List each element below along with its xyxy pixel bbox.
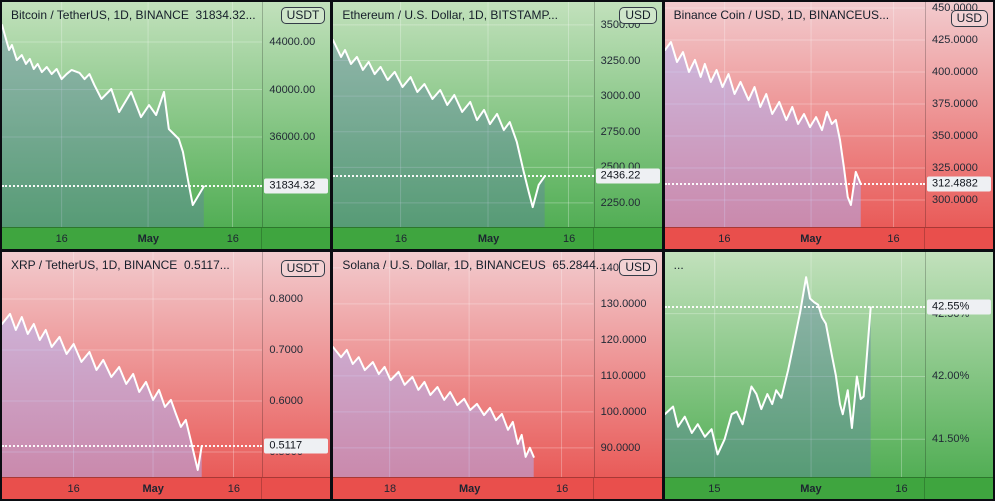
price-tick-label: 0.7000: [269, 344, 303, 356]
price-area-chart[interactable]: [2, 252, 262, 477]
price-tick-label: 110.0000: [600, 369, 646, 382]
chart-panel-bitcoin-tetherus: Bitcoin / TetherUS, 1D, BINANCE 31834.32…: [2, 2, 331, 249]
time-tick-label: May: [800, 232, 822, 245]
time-tick-label: 18: [383, 482, 397, 495]
area-fill: [333, 40, 545, 227]
price-tick-label: 36000.00: [269, 131, 316, 143]
last-price-label: 312.4882: [927, 176, 991, 192]
price-area-chart[interactable]: [333, 2, 593, 227]
currency-badge[interactable]: USD: [619, 7, 657, 24]
time-scale[interactable]: 16 May 16: [2, 477, 331, 499]
area-fill: [664, 277, 871, 477]
time-scale[interactable]: 18 May 16: [333, 477, 662, 499]
symbol-title[interactable]: Solana / U.S. Dollar, 1D, BINANCEUS 65.2…: [342, 258, 606, 272]
time-tick-label: 16: [718, 232, 731, 245]
price-tick-label: 130.0000: [600, 297, 647, 310]
currency-badge[interactable]: USDT: [280, 7, 326, 24]
currency-badge[interactable]: USDT: [280, 260, 326, 277]
time-tick-label: May: [458, 482, 481, 495]
price-tick-label: 120.0000: [600, 333, 647, 346]
time-scale[interactable]: 15 May 16: [664, 477, 993, 499]
price-line: [665, 42, 861, 205]
time-tick-label: 16: [394, 232, 408, 245]
time-tick-label: May: [800, 482, 822, 495]
area-fill: [2, 24, 204, 227]
price-tick-label: 41.50%: [932, 433, 970, 446]
price-tick-label: 325.0000: [932, 162, 978, 174]
time-tick-label: May: [142, 482, 164, 495]
time-tick-label: 16: [563, 232, 576, 245]
time-tick-label: 15: [708, 482, 721, 495]
price-line: [333, 40, 545, 207]
symbol-title[interactable]: XRP / TetherUS, 1D, BINANCE 0.5117...: [11, 258, 230, 272]
time-tick-label: May: [477, 232, 500, 245]
price-tick-label: 3000.00: [600, 90, 641, 103]
chart-panel-ethereum-usd: Ethereum / U.S. Dollar, 1D, BITSTAMP... 3…: [333, 2, 662, 249]
time-tick-label: 16: [227, 482, 240, 495]
price-area-chart[interactable]: [664, 2, 925, 227]
time-scale[interactable]: 16 May 16: [664, 227, 993, 249]
time-tick-label: 16: [887, 232, 900, 245]
price-line: [2, 314, 202, 470]
last-price-label: 31834.32: [264, 178, 329, 194]
symbol-title[interactable]: Binance Coin / USD, 1D, BINANCEUS...: [673, 8, 890, 22]
chart-panel-xrp-tetherus: XRP / TetherUS, 1D, BINANCE 0.5117... 0.8…: [2, 252, 331, 499]
price-tick-label: 0.6000: [269, 395, 303, 408]
last-price-label: 2436.22: [595, 168, 660, 184]
price-tick-label: 0.8000: [269, 293, 303, 306]
price-line: [665, 277, 871, 454]
time-tick-label: May: [137, 232, 159, 245]
symbol-title[interactable]: Bitcoin / TetherUS, 1D, BINANCE 31834.32…: [11, 8, 256, 22]
price-tick-label: 2250.00: [600, 196, 641, 209]
last-price-label: 42.55%: [927, 299, 991, 315]
last-price-label: 0.5117: [264, 438, 329, 454]
area-fill: [2, 313, 202, 477]
area-fill: [333, 347, 535, 477]
time-scale[interactable]: 16 May 16: [2, 227, 331, 249]
price-tick-label: 2750.00: [600, 125, 641, 138]
price-tick-label: 3250.00: [600, 54, 641, 67]
time-tick-label: 16: [67, 482, 80, 495]
price-tick-label: 425.0000: [932, 34, 978, 46]
time-tick-label: 16: [55, 232, 68, 245]
price-scale[interactable]: 44000.00 40000.00 36000.00 31834.32 USDT: [262, 2, 330, 227]
price-tick-label: 42.00%: [932, 370, 970, 383]
chart-panel-binance-coin-usd: Binance Coin / USD, 1D, BINANCEUS... 450.…: [664, 2, 993, 249]
currency-badge[interactable]: USD: [950, 10, 988, 27]
price-scale[interactable]: 140.0000130.0000120.0000110.0000100.0000…: [593, 252, 662, 477]
symbol-title[interactable]: Ethereum / U.S. Dollar, 1D, BITSTAMP...: [342, 8, 558, 22]
time-tick-label: 16: [895, 482, 908, 495]
time-scale[interactable]: 16 May 16: [333, 227, 662, 249]
price-tick-label: 300.0000: [932, 194, 978, 206]
time-tick-label: 16: [226, 232, 239, 245]
price-area-chart[interactable]: [664, 252, 925, 477]
price-tick-label: 100.0000: [600, 405, 647, 418]
price-tick-label: 44000.00: [269, 36, 316, 48]
price-area-chart[interactable]: [2, 2, 262, 227]
price-tick-label: 40000.00: [269, 83, 316, 96]
price-area-chart[interactable]: [333, 252, 593, 477]
chart-panel-solana-usd: Solana / U.S. Dollar, 1D, BINANCEUS 65.2…: [333, 252, 662, 499]
price-scale[interactable]: 42.50%42.00%41.50%42.55%: [925, 252, 993, 477]
price-scale[interactable]: 450.0000 425.0000 400.0000 375.0000 350.0000…: [925, 2, 993, 227]
price-tick-label: 350.0000: [932, 130, 978, 142]
price-tick-label: 90.0000: [600, 441, 641, 454]
time-tick-label: 16: [556, 482, 569, 495]
price-tick-label: 375.0000: [932, 98, 978, 110]
currency-badge[interactable]: USD: [619, 259, 657, 276]
price-scale[interactable]: 3500.00 3250.00 3000.00 2750.00 2500.00 2250.…: [593, 2, 662, 227]
price-line: [2, 25, 204, 205]
area-fill: [664, 42, 861, 227]
symbol-title[interactable]: ...: [673, 258, 684, 272]
price-line: [333, 347, 534, 457]
price-tick-label: 400.0000: [932, 65, 978, 78]
